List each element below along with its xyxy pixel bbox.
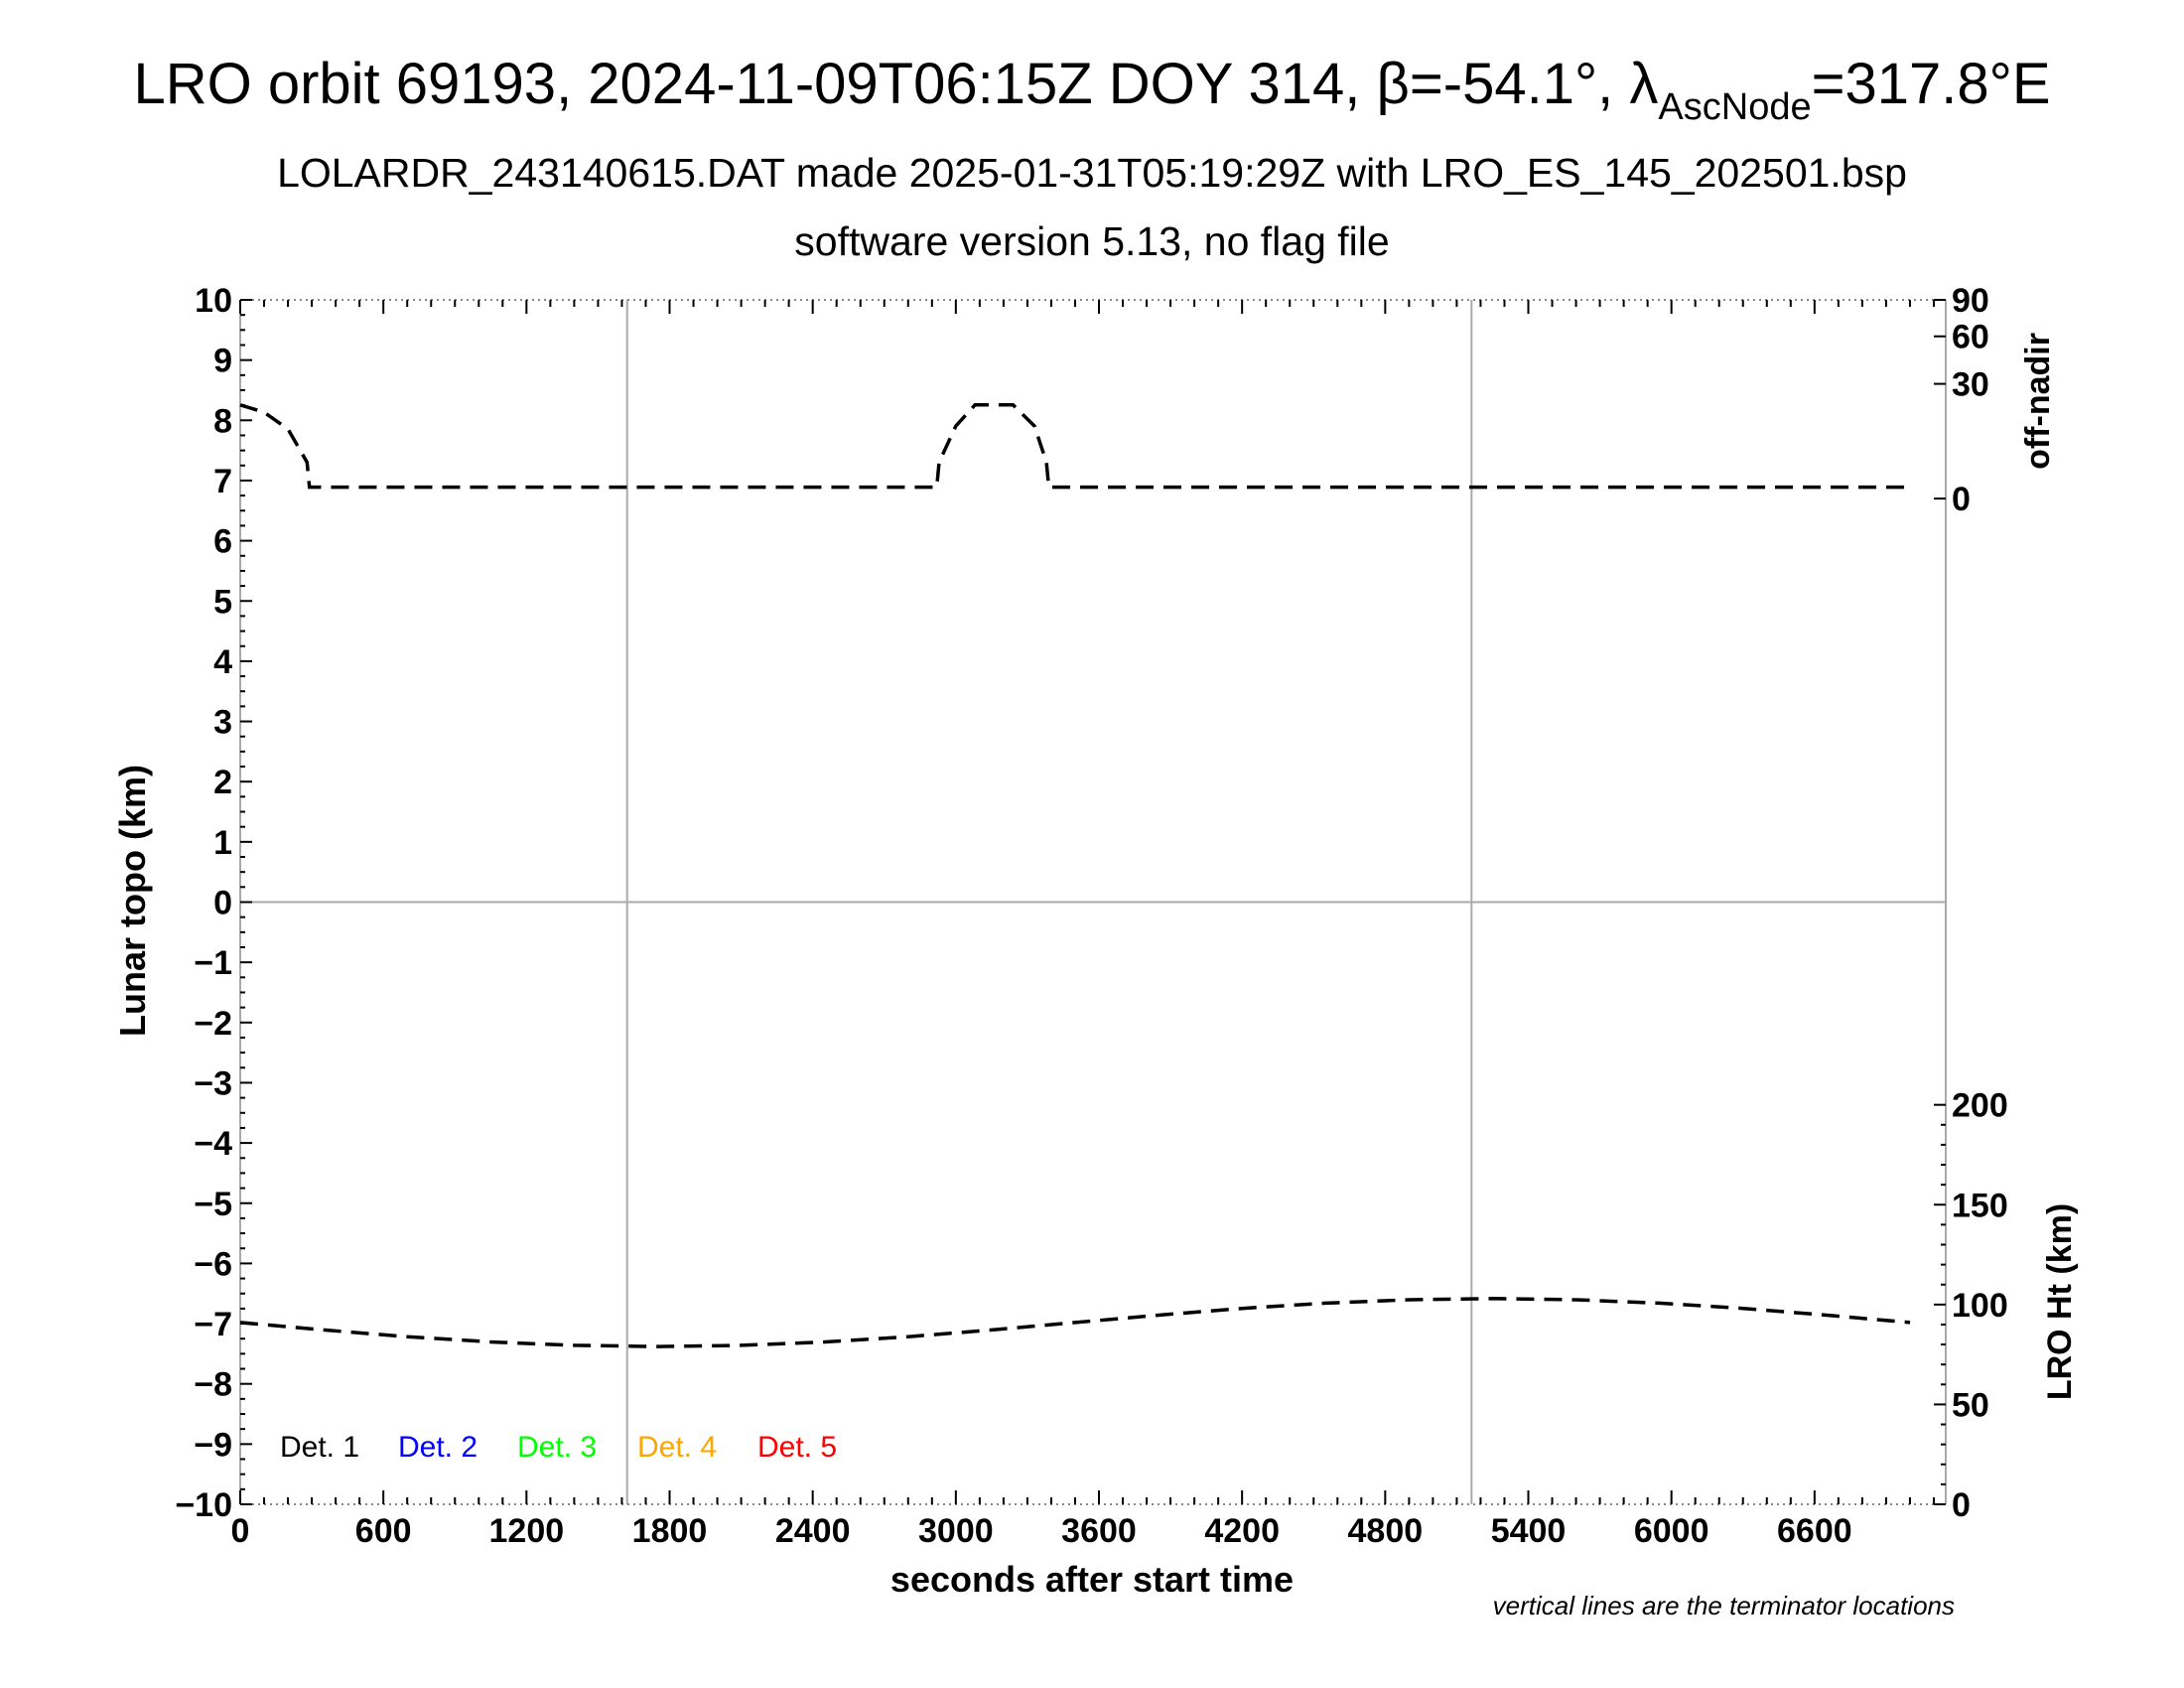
y2-axis-label-height: LRO Ht (km) (2041, 1203, 2079, 1400)
x-tick-label: 5400 (1491, 1512, 1567, 1550)
height-tick-label: 0 (1952, 1486, 1971, 1524)
x-tick-label: 600 (355, 1512, 412, 1550)
y2-axis-label-off-nadir: off-nadir (2019, 333, 2057, 470)
x-tick-label: 3000 (918, 1512, 994, 1550)
x-tick-label: 3600 (1061, 1512, 1137, 1550)
off-nadir-tick-label: 60 (1952, 319, 1989, 356)
x-tick-label: 2400 (775, 1512, 851, 1550)
y-tick-label: −2 (194, 1005, 232, 1043)
legend-item: Det. 4 (637, 1431, 717, 1464)
legend-item: Det. 3 (517, 1431, 597, 1464)
y-tick-label: −9 (194, 1426, 232, 1464)
y-tick-label: −5 (194, 1186, 232, 1223)
x-axis-label: seconds after start time (890, 1559, 1294, 1600)
series-line-lro-height (239, 1297, 1911, 1348)
y-tick-label: −4 (194, 1125, 232, 1163)
x-tick-label: 6000 (1634, 1512, 1709, 1550)
y-tick-label: 2 (213, 764, 232, 801)
legend-item: Det. 2 (398, 1431, 478, 1464)
x-tick-label: 0 (231, 1512, 250, 1550)
off-nadir-tick-label: 30 (1952, 366, 1989, 404)
y-tick-label: 9 (213, 343, 232, 380)
y-tick-label: 0 (213, 885, 232, 922)
y-tick-label: −3 (194, 1064, 232, 1102)
height-tick-label: 50 (1952, 1386, 1989, 1424)
y-tick-label: 8 (213, 402, 232, 440)
chart-subtitle-2: software version 5.13, no flag file (794, 218, 1389, 264)
height-tick-label: 150 (1952, 1187, 2008, 1224)
off-nadir-tick-label: 90 (1952, 282, 1989, 320)
plot-area: 0 600 1200 1800 2400 3000 3600 4200 4800 5400 6000… (175, 282, 2007, 1550)
height-tick-label: 200 (1952, 1087, 2008, 1125)
terminator-note: vertical lines are the terminator locati… (1493, 1591, 1955, 1620)
chart-subtitle-1: LOLARDR_243140615.DAT made 2025-01-31T05… (277, 150, 1907, 196)
y-tick-label: 10 (195, 282, 232, 320)
y-tick-label: 6 (213, 523, 232, 561)
y-tick-label: −1 (194, 944, 232, 982)
y-tick-label: −6 (194, 1245, 232, 1283)
x-tick-label: 6600 (1777, 1512, 1852, 1550)
y-tick-label: 7 (213, 463, 232, 500)
y-tick-label: 3 (213, 704, 232, 742)
height-tick-label: 100 (1952, 1287, 2008, 1325)
y-tick-label: −7 (194, 1306, 232, 1343)
legend-item: Det. 1 (280, 1431, 359, 1464)
series-line-off-nadir (239, 403, 1908, 490)
x-tick-label: 4200 (1204, 1512, 1280, 1550)
chart-title: LRO orbit 69193, 2024-11-09T06:15Z DOY 3… (133, 52, 2050, 128)
y-tick-label: −10 (175, 1486, 232, 1524)
x-tick-label: 4800 (1348, 1512, 1424, 1550)
y-tick-label: 1 (213, 824, 232, 862)
y-axis-label: Lunar topo (km) (112, 765, 153, 1037)
y-tick-label: −8 (194, 1366, 232, 1404)
off-nadir-tick-label: 0 (1952, 481, 1971, 518)
y-tick-label: 4 (213, 643, 232, 681)
y-tick-label: 5 (213, 583, 232, 621)
legend-item: Det. 5 (757, 1431, 837, 1464)
x-tick-label: 1200 (489, 1512, 565, 1550)
x-tick-label: 1800 (632, 1512, 708, 1550)
